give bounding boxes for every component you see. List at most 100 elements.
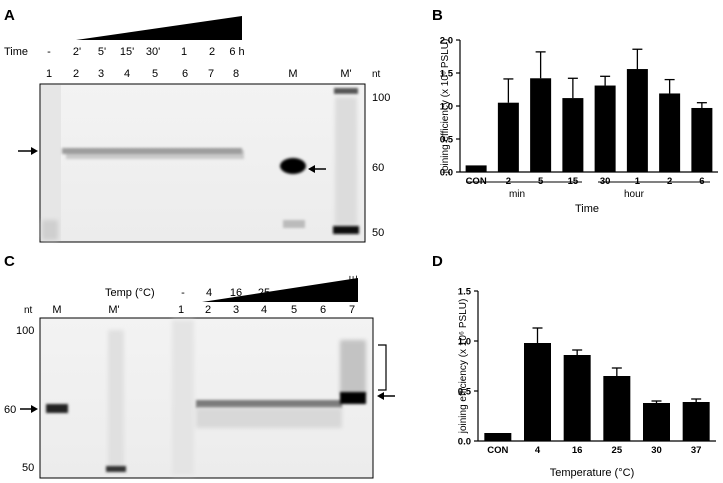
bar-chart-b: 0.00.51.01.52.0CON251530126joining effic…	[440, 36, 718, 187]
time-value: 2'	[73, 46, 81, 58]
time-gradient-wedge	[76, 16, 242, 40]
bar	[563, 355, 591, 441]
y-tick-label: 1.0	[440, 102, 453, 113]
arrow-icon	[377, 392, 395, 400]
lane-number: 1	[178, 304, 184, 316]
panel-a: A Time - 2' 5' 15' 30' 1 2 6 h 1 2 3 4 5…	[4, 7, 390, 243]
bar	[465, 165, 487, 172]
y-tick-label: 0.5	[458, 387, 472, 398]
gel-image-c	[39, 317, 374, 479]
lane-number: 8	[233, 68, 239, 80]
lane-numbers-c: 1 2 3 4 5 6 7	[178, 304, 355, 316]
temp-value: 25	[258, 287, 270, 299]
bar	[484, 433, 512, 441]
bar	[594, 85, 616, 172]
lane-number: 6	[182, 68, 188, 80]
lane-number: 3	[98, 68, 104, 80]
lane-number: 3	[233, 304, 239, 316]
marker-lane-label: M	[288, 68, 297, 80]
x-axis-label-b: Time	[575, 203, 599, 215]
marker-lane-label: M'	[340, 68, 351, 80]
lane-number: 6	[320, 304, 326, 316]
lane-number: 4	[124, 68, 130, 80]
rte-label: RTE	[348, 275, 360, 297]
panel-a-letter: A	[4, 7, 15, 24]
panel-c: C Temp (°C) - 4 16 25 30 37 RTE nt M M' …	[4, 253, 395, 479]
y-axis-label: joining efficiency (x 10⁶ PSLU)	[440, 39, 451, 175]
group-label-hour: hour	[624, 189, 645, 200]
bar	[603, 376, 631, 441]
lane-numbers-a: 1 2 3 4 5 6 7 8 M M'	[46, 68, 352, 80]
time-value: -	[47, 46, 51, 58]
time-value: 6 h	[229, 46, 244, 58]
x-axis-label-d: Temperature (°C)	[550, 467, 634, 479]
temp-value: -	[181, 287, 185, 299]
lane-number: 1	[46, 68, 52, 80]
group-label-min: min	[509, 189, 525, 200]
y-tick-label: 0.0	[458, 437, 471, 448]
panel-d-letter: D	[432, 253, 443, 270]
time-value: 30'	[146, 46, 160, 58]
bar	[562, 98, 584, 172]
size-marker: 50	[372, 227, 384, 239]
temp-label: Temp (°C)	[105, 287, 155, 299]
size-marker: 100	[372, 92, 390, 104]
marker-lane-label: M'	[108, 304, 119, 316]
time-value: 5'	[98, 46, 106, 58]
bar	[524, 343, 551, 441]
bar	[497, 102, 519, 172]
bar	[643, 403, 670, 441]
lane-number: 7	[349, 304, 355, 316]
marker-lane-label: M	[52, 304, 61, 316]
gel-image-a	[39, 83, 366, 243]
temperature-gradient-wedge	[202, 278, 358, 302]
panel-b: B 0.00.51.01.52.0CON251530126joining eff…	[432, 7, 718, 215]
lane-number: 7	[208, 68, 214, 80]
y-tick-label: 0.0	[440, 168, 453, 179]
time-label: Time	[4, 46, 28, 58]
size-marker: 100	[16, 325, 34, 337]
temp-value: 37	[319, 287, 331, 299]
temp-values: - 4 16 25 30 37	[181, 287, 331, 299]
x-tick-label: 30	[651, 445, 662, 456]
time-value: 15'	[120, 46, 134, 58]
bar-chart-d: 0.0 0.5 1.0 1.5 CON 4 16 25 30 37 joining efficien…	[458, 287, 716, 456]
temp-value: 4	[206, 287, 212, 299]
temp-value: 30	[289, 287, 301, 299]
y-tick-label: 1.0	[458, 337, 471, 348]
size-marker: 50	[22, 462, 34, 474]
group-bracket-hour: hour	[598, 181, 710, 200]
y-tick-label: 2.0	[440, 36, 453, 47]
lane-number: 5	[291, 304, 297, 316]
size-unit-a: nt	[372, 69, 381, 80]
y-tick-label: 0.5	[440, 135, 454, 146]
size-unit-c: nt	[24, 305, 33, 316]
size-markers-a: 100 60 50	[372, 92, 390, 239]
y-tick-label: 1.5	[458, 287, 472, 298]
x-tick-label: 25	[612, 445, 623, 456]
bar	[626, 69, 648, 172]
x-tick-label: CON	[487, 445, 508, 456]
lane-number: 4	[261, 304, 267, 316]
bracket-icon	[378, 344, 387, 391]
time-value: 1	[181, 46, 187, 58]
arrow-icon	[308, 165, 326, 173]
size-marker: 60	[372, 162, 384, 174]
size-markers-c: 100 60 50	[4, 325, 34, 474]
y-tick-label: 1.5	[440, 69, 454, 80]
time-value: 2	[209, 46, 215, 58]
y-axis-label: joining efficiency (x 10⁶ PSLU)	[458, 299, 469, 435]
x-tick-label: 37	[691, 445, 702, 456]
bar	[530, 78, 552, 172]
panel-b-letter: B	[432, 7, 443, 24]
arrow-icon	[18, 147, 38, 155]
size-marker: 60	[4, 404, 16, 416]
lane-number: 5	[152, 68, 158, 80]
panel-c-letter: C	[4, 253, 15, 270]
arrow-icon	[20, 405, 38, 413]
bar	[682, 402, 710, 441]
panel-d: D 0.0 0.5 1.0 1.5 CON 4 16 25 30 37 joining effici…	[432, 253, 716, 479]
x-tick-label: 4	[535, 445, 541, 456]
temp-value: 16	[230, 287, 242, 299]
